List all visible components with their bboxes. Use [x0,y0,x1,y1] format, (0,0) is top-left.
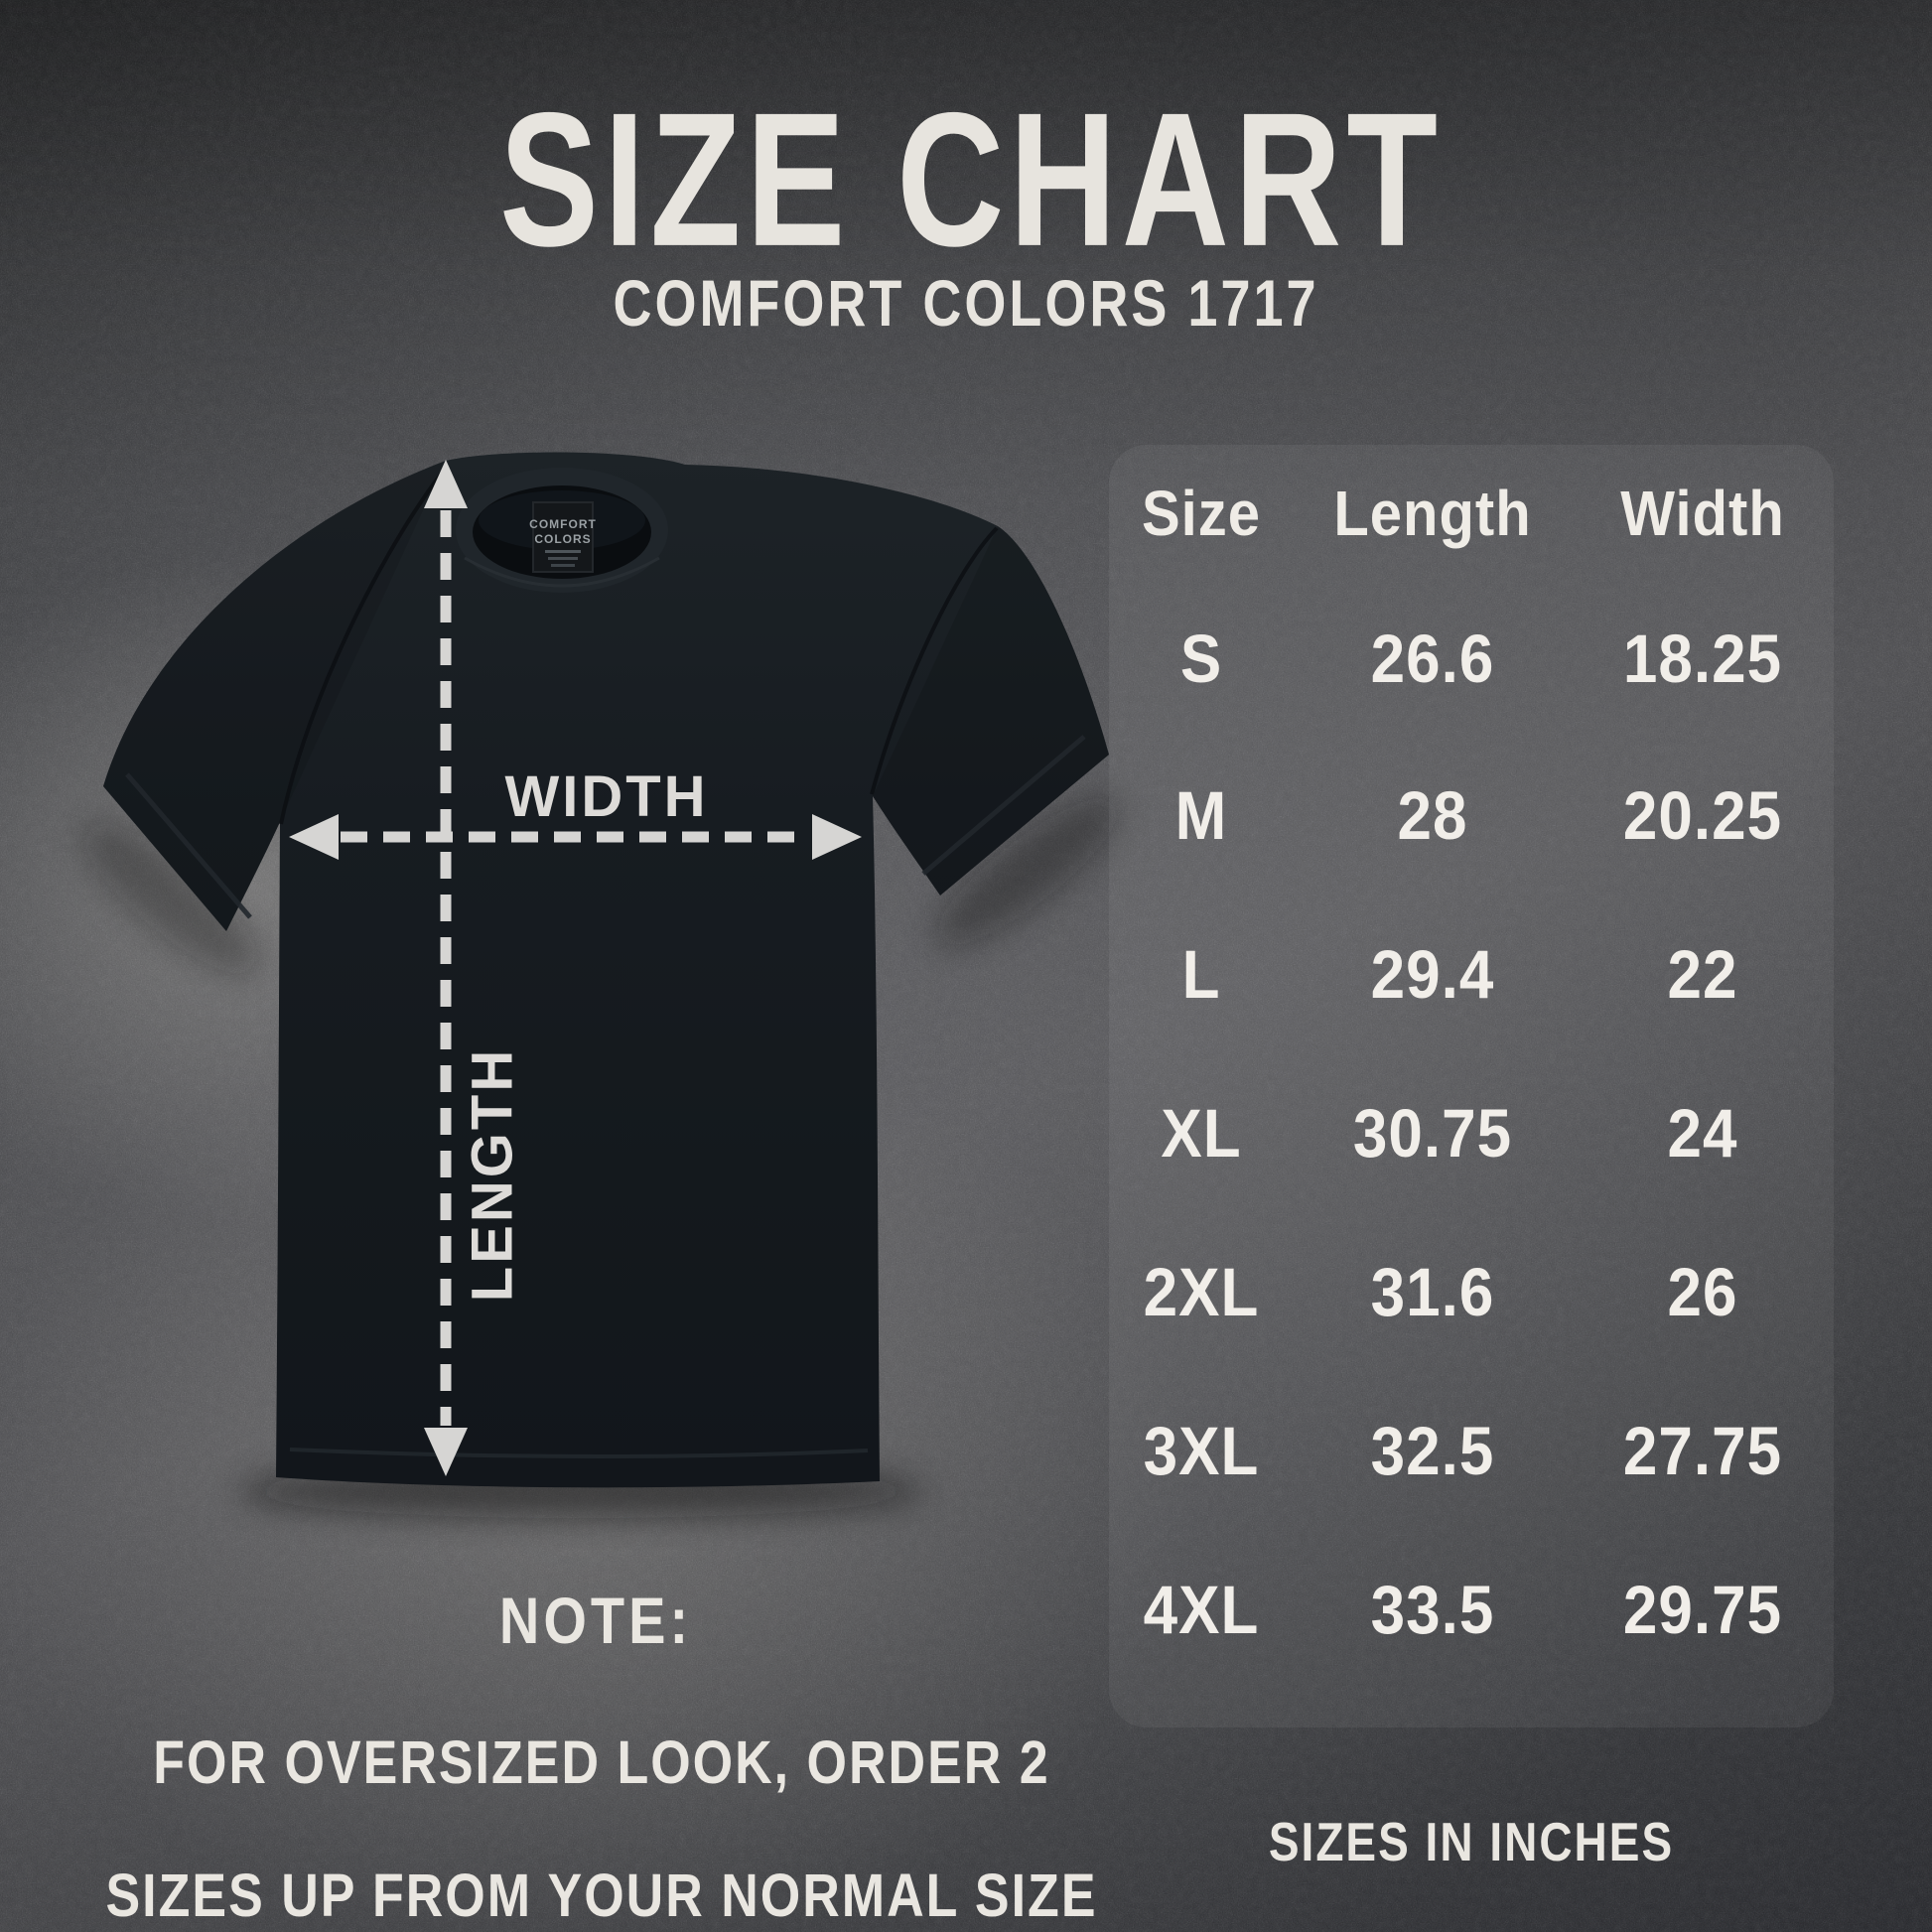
neck-tag: COMFORT COLORS [529,501,597,573]
oversize-note-heading: NOTE: [498,1583,693,1658]
width-cell: 18.25 [1622,621,1783,697]
length-cell: 29.4 [1370,937,1495,1013]
page-subtitle: COMFORT COLORS 1717 [613,267,1319,341]
width-cell: 22 [1667,937,1738,1013]
column-header-width: Width [1620,478,1785,549]
size-cell: 3XL [1143,1414,1260,1489]
width-cell: 26 [1667,1255,1738,1330]
length-cell: 30.75 [1352,1096,1513,1172]
length-cell: 26.6 [1370,621,1495,697]
length-cell: 28 [1397,778,1468,854]
sizes-units-note: SIZES IN INCHES [1268,1811,1675,1872]
size-table-panel: Size Length Width S 26.6 18.25 M 28 20.2… [1109,445,1834,1727]
column-header-size: Size [1141,478,1262,549]
length-label: LENGTH [460,1047,524,1302]
oversize-note-line1: FOR OVERSIZED LOOK, ORDER 2 [153,1728,1050,1798]
neck-tag-brand-line2: COLORS [534,532,591,546]
width-cell: 29.75 [1622,1573,1783,1648]
size-cell: S [1179,621,1223,697]
size-cell: M [1174,778,1228,854]
size-cell: L [1181,937,1221,1013]
column-header-length: Length [1333,478,1532,549]
width-cell: 27.75 [1622,1414,1783,1489]
oversize-note-line2: SIZES UP FROM YOUR NORMAL SIZE [105,1862,1098,1931]
length-cell: 31.6 [1370,1255,1495,1330]
length-cell: 33.5 [1370,1573,1495,1648]
width-cell: 20.25 [1622,778,1783,854]
length-cell: 32.5 [1370,1414,1495,1489]
size-cell: XL [1161,1096,1242,1172]
size-cell: 2XL [1143,1255,1260,1330]
width-cell: 24 [1667,1096,1738,1172]
page-title: SIZE CHART [499,71,1443,286]
width-label: WIDTH [504,764,708,829]
neck-tag-brand-line1: COMFORT [529,517,597,531]
size-cell: 4XL [1143,1573,1260,1648]
